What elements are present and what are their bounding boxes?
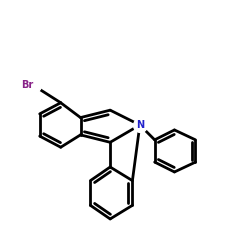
Text: Br: Br — [21, 80, 34, 90]
Text: N: N — [136, 120, 144, 130]
